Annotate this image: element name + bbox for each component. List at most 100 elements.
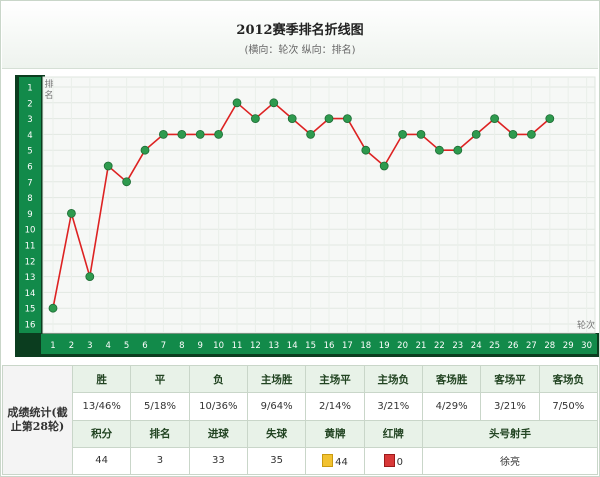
- x-tick-label: 26: [508, 341, 519, 351]
- data-point: [195, 130, 205, 139]
- data-point: [379, 161, 389, 171]
- header-away-wins: 客场胜: [421, 364, 482, 394]
- x-tick-label: 24: [471, 341, 482, 351]
- data-point: [527, 130, 536, 139]
- value-red-cards-cell: 0: [363, 446, 423, 476]
- y-tick-label: 16: [25, 321, 36, 331]
- value-home-draws: 2/14%: [305, 392, 365, 421]
- y-axis-bar: [19, 77, 41, 333]
- data-point: [361, 145, 371, 155]
- data-point: [250, 114, 260, 123]
- value-rank: 3: [130, 446, 190, 476]
- value-red-cards: 0: [396, 456, 403, 468]
- x-tick-label: 2: [69, 341, 74, 351]
- y-tick-label: 11: [25, 242, 36, 252]
- x-tick-label: 9: [197, 341, 202, 351]
- header-top-scorer: 头号射手: [421, 419, 599, 448]
- data-point: [416, 130, 426, 139]
- data-point: [140, 145, 150, 155]
- red-card-icon: [383, 453, 395, 467]
- value-points: 44: [71, 446, 132, 476]
- data-point: [232, 98, 242, 108]
- data-point: [214, 130, 224, 139]
- y-tick-label: 6: [27, 163, 32, 173]
- x-tick-label: 21: [416, 341, 427, 351]
- x-tick-label: 18: [360, 341, 371, 351]
- value-yellow-cards-cell: 44: [305, 446, 365, 476]
- header-away-draws: 客场平: [480, 364, 540, 394]
- data-point: [453, 145, 463, 155]
- data-point: [508, 130, 518, 139]
- y-tick-label: 3: [27, 115, 32, 125]
- header-points: 积分: [71, 419, 132, 448]
- y-tick-label: 10: [25, 226, 36, 236]
- data-point: [306, 130, 316, 139]
- x-tick-label: 30: [581, 341, 592, 351]
- y-tick-label: 15: [25, 305, 36, 315]
- x-tick-label: 19: [379, 341, 390, 351]
- header-home-losses: 主场负: [363, 364, 423, 394]
- stats-table: 成绩统计(截止第28轮) 胜 平 负 主场胜 主场平 主场负 客场胜 客场平 客…: [2, 364, 599, 476]
- value-home-wins: 9/64%: [246, 392, 307, 421]
- value-away-draws: 3/21%: [480, 392, 540, 421]
- value-goals-for: 33: [188, 446, 248, 476]
- header-rank: 排名: [130, 419, 190, 448]
- value-home-losses: 3/21%: [363, 392, 423, 421]
- x-tick-label: 7: [161, 341, 166, 351]
- y-axis-label: 名: [44, 89, 53, 101]
- x-tick-label: 16: [324, 341, 335, 351]
- header-goals-for: 进球: [188, 419, 248, 448]
- y-tick-label: 13: [25, 273, 36, 283]
- x-tick-label: 29: [563, 341, 574, 351]
- value-goals-against: 35: [246, 446, 307, 476]
- series-line: [52, 101, 551, 309]
- x-tick-label: 5: [124, 341, 129, 351]
- data-point: [545, 114, 555, 123]
- data-point: [287, 114, 297, 123]
- x-tick-label: 13: [268, 341, 279, 351]
- y-tick-label: 1: [27, 84, 32, 94]
- x-tick-label: 11: [232, 341, 243, 351]
- value-top-scorer[interactable]: 徐亮: [421, 446, 599, 476]
- x-axis-bar: [41, 334, 597, 354]
- chart-header: 2012赛季排名折线图 (横向：轮次 纵向：排名): [2, 2, 598, 69]
- header-yellow-cards: 黄牌: [305, 419, 365, 448]
- x-tick-label: 20: [397, 341, 408, 351]
- x-tick-label: 27: [526, 341, 537, 351]
- x-tick-label: 8: [179, 341, 184, 351]
- value-losses: 10/36%: [188, 392, 248, 421]
- y-tick-label: 5: [27, 147, 32, 157]
- y-tick-label: 8: [27, 194, 32, 204]
- header-draws: 平: [130, 364, 190, 394]
- data-point: [342, 114, 352, 123]
- x-tick-label: 1: [50, 341, 55, 351]
- y-tick-label: 7: [27, 178, 32, 188]
- data-point: [324, 114, 334, 123]
- x-tick-label: 14: [287, 341, 298, 351]
- x-tick-label: 4: [105, 341, 110, 351]
- x-tick-label: 23: [452, 341, 463, 351]
- value-wins: 13/46%: [71, 392, 132, 421]
- data-point: [269, 98, 279, 108]
- yellow-card-icon: [322, 453, 334, 467]
- header-goals-against: 失球: [246, 419, 307, 448]
- value-yellow-cards: 44: [335, 456, 348, 468]
- data-point: [48, 303, 58, 313]
- data-point: [67, 208, 76, 218]
- header-wins: 胜: [71, 364, 132, 394]
- chart-subtitle: (横向：轮次 纵向：排名): [244, 45, 356, 56]
- x-axis-label: 轮次: [577, 319, 595, 331]
- x-tick-label: 15: [305, 341, 316, 351]
- x-tick-label: 3: [87, 341, 92, 351]
- y-tick-label: 4: [27, 131, 32, 141]
- data-point: [471, 130, 481, 139]
- x-tick-label: 6: [142, 341, 147, 351]
- x-tick-label: 10: [213, 341, 224, 351]
- header-away-losses: 客场负: [538, 364, 599, 394]
- header-home-draws: 主场平: [305, 364, 365, 394]
- header-home-wins: 主场胜: [246, 364, 307, 394]
- x-tick-label: 12: [250, 341, 261, 351]
- y-axis-label: 排: [44, 78, 53, 90]
- y-tick-label: 9: [27, 210, 32, 220]
- data-point: [490, 114, 500, 123]
